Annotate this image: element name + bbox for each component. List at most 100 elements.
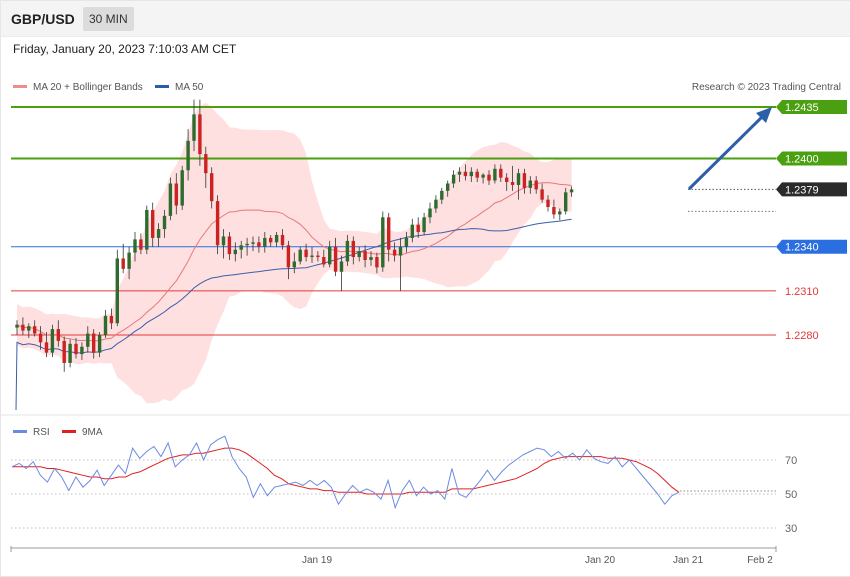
candle-body (44, 342, 49, 353)
ma20-line (16, 182, 572, 342)
candle-body (446, 183, 450, 191)
candle-body (204, 154, 208, 174)
candle-body (86, 333, 90, 347)
candle-body (528, 180, 532, 188)
moving-averages (15, 182, 572, 411)
candle-body (505, 177, 509, 183)
ma50-line (15, 218, 572, 411)
candle-body (198, 114, 202, 155)
x-tick-label: Jan 21 (673, 555, 703, 566)
rsi-pane: 70 50 30 (11, 435, 797, 535)
level-label-1.2435: 1.2435 (785, 102, 819, 114)
ma50-legend-swatch (155, 85, 169, 88)
candle-body (298, 249, 302, 262)
ma50-legend: MA 50 (175, 82, 204, 93)
candle-body (363, 251, 367, 260)
candle-body (280, 234, 285, 246)
header-bar: GBP/USD 30 MIN (0, 0, 850, 37)
candle-body (68, 343, 72, 363)
candle-body (469, 171, 473, 177)
candle-body (92, 333, 96, 353)
candle-body (156, 229, 161, 238)
candle-body (115, 258, 119, 324)
candle-body (215, 201, 220, 246)
candle-body (345, 240, 350, 262)
candle-body (475, 171, 479, 178)
rsi-tick-30: 30 (785, 523, 797, 535)
arrow-head (756, 107, 772, 123)
candle-body (180, 170, 184, 206)
candle-body (451, 174, 456, 184)
price-levels: 1.2435 1.2400 1.2379 1.2340 1.2310 1.2280 (11, 100, 847, 342)
candle-body (15, 324, 19, 328)
candle-body (316, 255, 320, 258)
x-tick-label: Feb 2 (747, 555, 773, 566)
candle-body (50, 329, 55, 353)
arrow-shaft (687, 114, 765, 191)
candle-body (174, 183, 178, 206)
candle-body (540, 189, 544, 200)
candle-body (210, 173, 214, 202)
candle-body (274, 234, 279, 243)
level-tag-1.2379 (776, 182, 847, 197)
candle-body (257, 242, 261, 247)
candle-body (239, 245, 243, 250)
rsi-ma-legend: 9MA (82, 427, 103, 438)
candle-body (387, 217, 391, 250)
timeframe-badge[interactable]: 30 MIN (83, 7, 134, 31)
candle-body (552, 207, 556, 215)
candle-body (33, 326, 37, 334)
candle-body (416, 224, 420, 233)
rsi-tick-50: 50 (785, 489, 797, 501)
symbol-label: GBP/USD (11, 11, 75, 27)
candle-body (38, 333, 43, 343)
candle-body (310, 255, 314, 258)
candle-body (133, 239, 137, 253)
candle-body (151, 209, 155, 238)
candle-body (404, 237, 409, 247)
candle-body (534, 180, 538, 190)
candle-body (21, 324, 25, 331)
candle-body (162, 215, 167, 230)
level-tag-1.2435 (776, 100, 847, 114)
candle-body (103, 315, 108, 335)
candle-body (269, 237, 273, 243)
candle-body (463, 171, 468, 177)
candle-body (109, 315, 114, 324)
candle-body (398, 246, 403, 256)
rsi-legend-swatch (13, 430, 27, 433)
level-label-1.2280: 1.2280 (785, 330, 819, 342)
ma20-legend: MA 20 + Bollinger Bands (33, 82, 143, 93)
candle-body (233, 249, 237, 255)
candles (15, 99, 574, 372)
candle-body (522, 173, 527, 188)
candle-body (516, 173, 521, 185)
candle-body (186, 140, 190, 171)
candle-body (381, 217, 385, 268)
credit-label: Research © 2023 Trading Central (692, 82, 841, 93)
candle-body (339, 261, 344, 272)
candle-body (304, 249, 308, 258)
candle-body (558, 211, 562, 215)
candle-body (245, 243, 249, 246)
level-tag-1.2400 (776, 151, 847, 166)
candle-body (546, 199, 550, 208)
candle-body (440, 190, 444, 200)
candle-body (434, 199, 438, 209)
candle-body (251, 242, 255, 244)
candle-body (328, 246, 332, 265)
candle-body (292, 261, 296, 268)
candle-body (487, 174, 491, 181)
candle-body (457, 171, 462, 175)
x-tick-label: Jan 19 (302, 555, 332, 566)
candle-body (510, 182, 515, 185)
x-tick-label: Jan 20 (585, 555, 615, 566)
candle-body (357, 251, 361, 258)
candle-body (422, 217, 426, 233)
candle-body (499, 168, 503, 178)
candle-body (121, 258, 125, 269)
candle-body (369, 257, 373, 260)
rsi-ma-line (12, 447, 680, 495)
candle-body (62, 340, 66, 363)
